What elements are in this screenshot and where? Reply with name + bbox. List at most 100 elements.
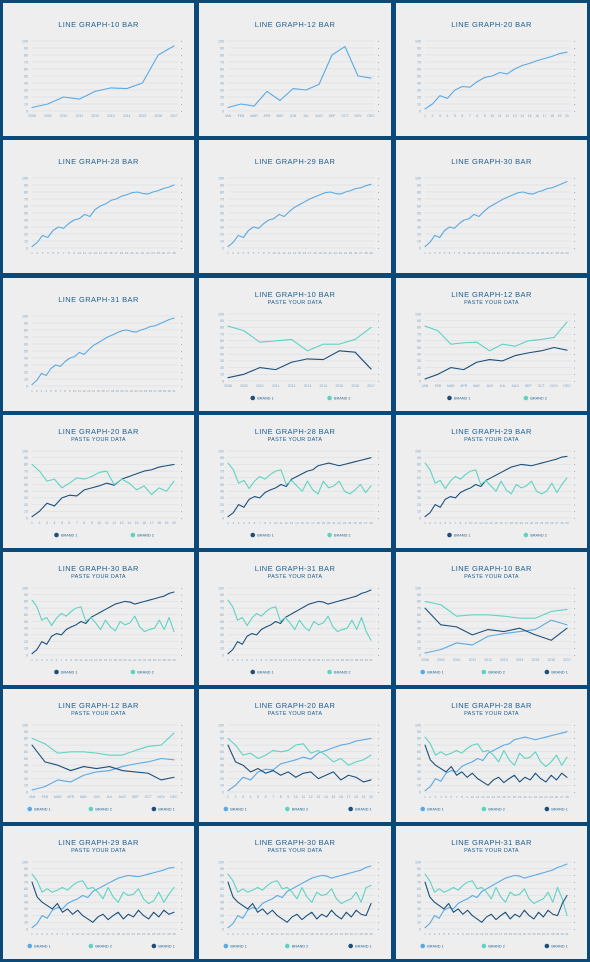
- right-tick-mark: •: [378, 927, 380, 931]
- y-tick-label: 60: [24, 342, 28, 346]
- right-tick-mark: •: [574, 503, 576, 507]
- x-tick-label: 4: [46, 932, 48, 936]
- x-tick-label: 25: [345, 932, 349, 936]
- x-tick-label: 2009: [44, 114, 52, 118]
- y-tick-label: 90: [417, 730, 421, 734]
- x-tick-label: 5: [51, 932, 53, 936]
- x-tick-label: 13: [316, 795, 320, 799]
- chart-title: LINE GRAPH-12 BAR: [58, 701, 139, 710]
- y-tick-label: 90: [220, 319, 224, 323]
- y-tick-label: 10: [220, 784, 224, 788]
- series-line-1: [31, 317, 175, 386]
- y-tick-label: 60: [24, 887, 28, 891]
- right-tick-mark: •: [378, 496, 380, 500]
- series-line-1: [227, 457, 372, 518]
- x-tick-label: 11: [279, 521, 282, 525]
- x-tick-label: 19: [515, 521, 519, 525]
- right-tick-mark: •: [574, 81, 576, 85]
- right-tick-mark: •: [181, 363, 183, 367]
- legend-swatch: [420, 669, 426, 675]
- x-tick-label: 18: [117, 932, 121, 936]
- legend-swatch: [27, 806, 33, 812]
- y-tick-label: 70: [417, 880, 421, 884]
- x-tick-label: 9: [462, 932, 464, 936]
- x-tick-label: 2008: [28, 114, 36, 118]
- right-tick-mark: •: [378, 770, 380, 774]
- y-tick-label: 70: [417, 197, 421, 201]
- right-tick-mark: •: [378, 456, 380, 460]
- x-tick-label: 5: [52, 251, 54, 255]
- x-tick-label: 11: [498, 114, 502, 118]
- x-tick-label: 14: [485, 932, 489, 936]
- y-tick-label: 50: [220, 757, 224, 761]
- line-chart: 0 •10 •20 •30 •40 •50 •60 •70 •80 •90 •100 •1 2 3 4 5 6 7…: [218, 586, 380, 675]
- x-tick-label: 16: [306, 521, 310, 525]
- series-line-3: [424, 881, 568, 923]
- x-tick-label: 23: [146, 251, 150, 255]
- series-line-3: [424, 744, 568, 786]
- y-tick-label: 30: [220, 496, 224, 500]
- right-tick-mark: •: [181, 894, 183, 898]
- chart-subtitle: PASTE YOUR DATA: [267, 711, 323, 717]
- x-tick-label: 15: [492, 251, 496, 255]
- y-tick-label: 100: [22, 586, 28, 590]
- x-tick-label: 24: [536, 251, 540, 255]
- y-tick-label: 80: [220, 600, 224, 604]
- x-tick-label: 5: [246, 658, 248, 662]
- x-tick-label: 18: [316, 521, 320, 525]
- chart-title: LINE GRAPH-10 BAR: [58, 20, 139, 29]
- right-tick-mark: •: [181, 874, 183, 878]
- x-tick-label: 27: [167, 251, 171, 255]
- x-tick-label: SEP: [329, 114, 337, 118]
- x-tick-label: 17: [111, 932, 115, 936]
- chart-subtitle: PASTE YOUR DATA: [71, 848, 126, 854]
- x-tick-label: 10: [467, 251, 471, 255]
- series-line-2: [31, 599, 175, 633]
- x-tick-label: OCT: [145, 795, 152, 799]
- x-tick-label: 16: [535, 114, 539, 118]
- x-tick-label: 3: [435, 795, 437, 799]
- x-tick-label: 23: [531, 251, 535, 255]
- x-tick-label: 22: [526, 251, 530, 255]
- right-tick-mark: •: [574, 60, 576, 64]
- y-tick-label: 30: [417, 770, 421, 774]
- x-tick-label: 23: [134, 389, 138, 393]
- chart-title: LINE GRAPH-29 BAR: [451, 427, 532, 436]
- chart-panel: LINE GRAPH-12 BAR PASTE YOUR DATA 0 • 10 • 20 •…: [3, 689, 194, 822]
- x-tick-label: 2008: [421, 658, 429, 662]
- right-tick-mark: •: [378, 483, 380, 487]
- x-tick-label: 13: [91, 932, 95, 936]
- y-tick-label: 80: [24, 600, 28, 604]
- right-tick-mark: •: [574, 927, 576, 931]
- x-tick-label: 29: [163, 389, 167, 393]
- right-tick-mark: •: [181, 88, 183, 92]
- x-tick-label: 23: [331, 658, 335, 662]
- right-tick-mark: •: [574, 627, 576, 631]
- right-tick-mark: •: [378, 109, 380, 113]
- y-tick-label: 90: [417, 593, 421, 597]
- chart-panel: LINE GRAPH-29 BAR PASTE YOUR DATA 0 • 10 • 20 •…: [396, 415, 587, 548]
- x-tick-label: 17: [499, 932, 503, 936]
- line-chart: 0 •10 •20 •30 •40 •50 •60 •70 •80 •90 •100 •1 2 3 4 5 6 7…: [415, 449, 576, 538]
- right-tick-mark: •: [181, 887, 183, 891]
- right-tick-mark: •: [378, 88, 380, 92]
- y-tick-label: 0: [222, 653, 224, 657]
- right-tick-mark: •: [574, 102, 576, 106]
- x-tick-label: 15: [298, 251, 302, 255]
- x-tick-label: 3: [237, 251, 239, 255]
- y-tick-label: 100: [415, 312, 421, 316]
- x-tick-label: 25: [541, 251, 545, 255]
- x-tick-label: MAY: [80, 795, 88, 799]
- x-tick-label: 11: [81, 932, 84, 936]
- x-tick-label: 28: [369, 521, 373, 525]
- right-tick-mark: •: [181, 914, 183, 918]
- right-tick-mark: •: [181, 907, 183, 911]
- right-tick-mark: •: [181, 456, 183, 460]
- x-tick-label: 2010: [60, 114, 68, 118]
- y-tick-label: 90: [220, 183, 224, 187]
- right-tick-mark: •: [378, 359, 380, 363]
- y-tick-label: 60: [417, 750, 421, 754]
- x-tick-label: 18: [513, 795, 517, 799]
- y-tick-label: 10: [220, 373, 224, 377]
- right-tick-mark: •: [574, 326, 576, 330]
